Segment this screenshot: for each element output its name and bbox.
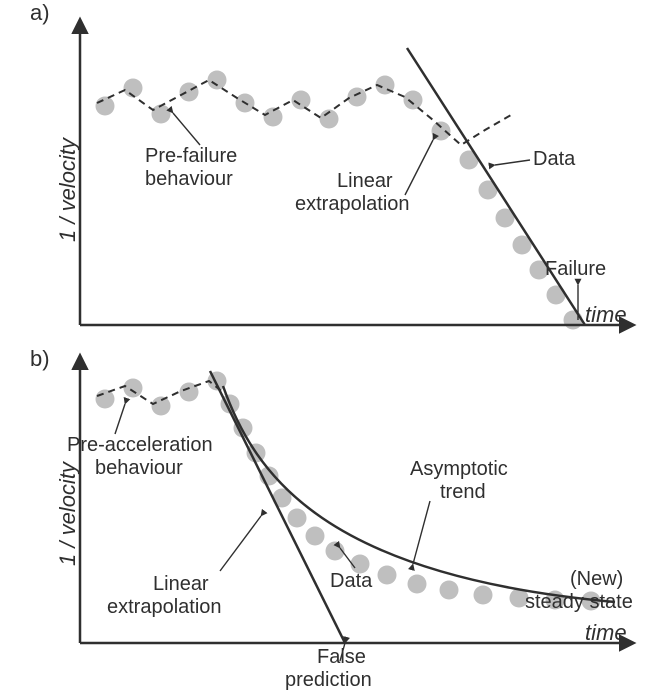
x-axis-label: time: [585, 302, 627, 328]
panel-a: a) 1 / velocity time Pre-failurebehaviour Da…: [25, 0, 661, 345]
annotation-linear-2: extrapolation: [107, 596, 222, 620]
data-point: [378, 566, 397, 585]
data-point: [564, 311, 583, 330]
leader-linear: [405, 140, 433, 195]
annotation-linear-2: extrapolation: [295, 193, 410, 217]
data-point: [440, 581, 459, 600]
data-point: [208, 71, 227, 90]
data-point: [152, 105, 171, 124]
data-point: [96, 97, 115, 116]
annotation-asymptotic-1: Asymptotic: [410, 458, 508, 482]
linear-extrapolation-line: [407, 48, 585, 325]
data-point: [408, 575, 427, 594]
leader-asym: [413, 501, 430, 564]
annotation-false-1: False: [317, 646, 366, 670]
annotation-false-2: prediction: [285, 669, 372, 693]
data-point: [404, 91, 423, 110]
data-point: [306, 527, 325, 546]
linear-extrapolation-line: [210, 371, 345, 643]
annotation-linear-1: Linear: [337, 170, 393, 194]
leader-pre_accel: [115, 404, 125, 434]
y-axis-label: 1 / velocity: [55, 462, 81, 566]
annotation-pre-accel-1: Pre-acceleration: [67, 434, 213, 458]
annotation-asymptotic-2: trend: [440, 481, 486, 505]
data-point: [474, 586, 493, 605]
data-point: [432, 122, 451, 141]
figure: a)1 / velocitytimePre-failurebehaviourDa…: [0, 0, 666, 694]
data-point: [96, 390, 115, 409]
x-axis-label: time: [585, 620, 627, 646]
panel-b: b) 1 / velocity time Pre-accelerationbehavi…: [25, 346, 661, 691]
leader-pre_failure: [173, 113, 200, 145]
panel-label-a: a): [30, 0, 50, 26]
data-point: [348, 88, 367, 107]
data-point: [292, 91, 311, 110]
leader-linear: [220, 516, 261, 571]
annotation-failure: Failure: [545, 258, 606, 282]
y-axis-label: 1 / velocity: [55, 138, 81, 242]
data-point: [124, 379, 143, 398]
annotation-pre-accel-2: behaviour: [95, 457, 183, 481]
annotation-steady-2: steady state: [525, 591, 633, 615]
annotation-linear-1: Linear: [153, 573, 209, 597]
data-point: [288, 509, 307, 528]
panel-label-b: b): [30, 346, 50, 372]
annotation-pre-failure-1: Pre-failure: [145, 145, 237, 169]
annotation-data: Data: [330, 570, 372, 594]
leader-data: [495, 160, 530, 165]
annotation-data: Data: [533, 148, 575, 172]
annotation-pre-failure-2: behaviour: [145, 168, 233, 192]
data-point: [180, 83, 199, 102]
annotation-steady-1: (New): [570, 568, 623, 592]
chart-svg: [25, 346, 661, 691]
